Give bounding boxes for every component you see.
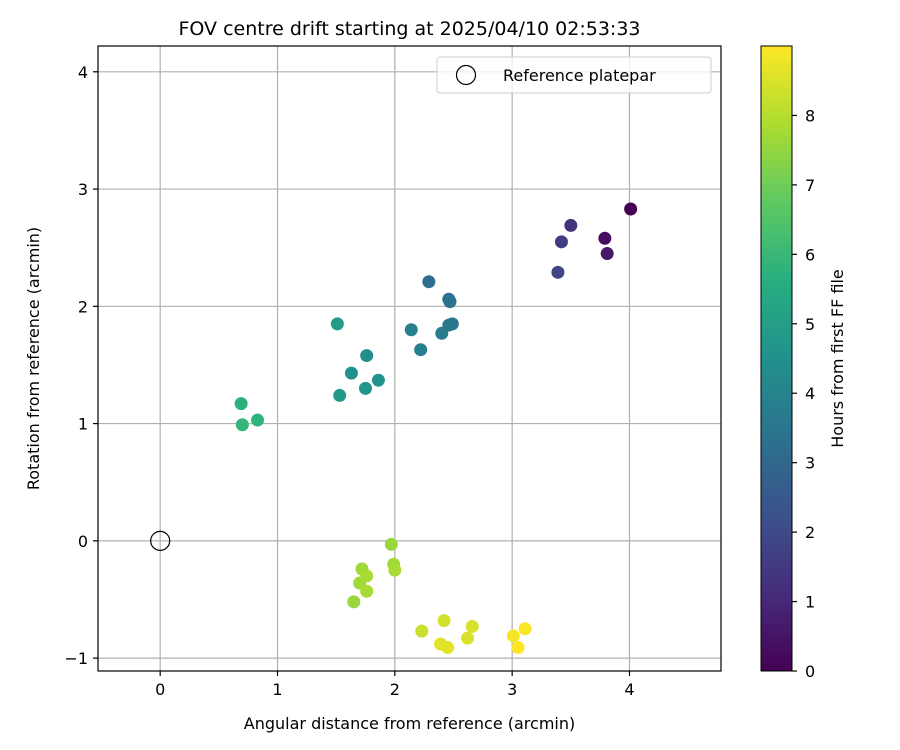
data-point <box>360 349 374 363</box>
data-points <box>150 202 638 655</box>
data-point <box>506 629 520 643</box>
data-point <box>404 323 418 337</box>
data-point <box>551 265 565 279</box>
y-tick-label: −1 <box>64 649 88 668</box>
y-tick-label: 4 <box>78 63 88 82</box>
y-tick-label: 0 <box>78 532 88 551</box>
plot-frame <box>97 45 722 672</box>
colorbar-tick-label: 5 <box>805 315 815 334</box>
data-point <box>624 202 638 216</box>
data-point <box>384 537 398 551</box>
data-point <box>511 641 525 655</box>
x-tick-label: 2 <box>390 680 400 699</box>
data-point <box>441 641 455 655</box>
x-tick-label: 0 <box>155 680 165 699</box>
colorbar-tick-label: 8 <box>805 106 815 125</box>
data-point <box>330 317 344 331</box>
data-point <box>388 563 402 577</box>
data-point <box>415 624 429 638</box>
y-tick-label: 2 <box>78 297 88 316</box>
y-axis-ticks: −1 0 1 2 3 4 <box>64 63 98 668</box>
legend: Reference platepar <box>436 56 712 94</box>
y-axis-label: Rotation from reference (arcmin) <box>24 227 43 490</box>
data-point <box>518 622 532 636</box>
data-point <box>598 231 612 245</box>
x-tick-label: 3 <box>507 680 517 699</box>
data-point <box>564 218 578 232</box>
data-point <box>251 413 265 427</box>
data-point <box>435 326 449 340</box>
data-point <box>359 381 373 395</box>
reference-platepar-point <box>150 530 171 551</box>
data-point <box>371 373 385 387</box>
x-axis-ticks: 0 1 2 3 4 <box>155 671 635 699</box>
data-point <box>414 343 428 357</box>
data-point <box>235 418 249 432</box>
data-point <box>360 584 374 598</box>
data-point <box>554 235 568 249</box>
colorbar-tick-label: 7 <box>805 176 815 195</box>
colorbar-gradient <box>760 45 793 672</box>
x-tick-label: 1 <box>272 680 282 699</box>
legend-entry-reference: Reference platepar <box>503 66 656 85</box>
colorbar-tick-label: 1 <box>805 593 815 612</box>
legend-marker-icon <box>455 64 477 86</box>
data-point <box>344 366 358 380</box>
colorbar-ticks: 0 1 2 3 4 5 6 7 8 <box>792 106 815 681</box>
data-point <box>234 397 248 411</box>
y-tick-label: 1 <box>78 415 88 434</box>
data-point <box>422 275 436 289</box>
colorbar-tick-label: 3 <box>805 454 815 473</box>
data-point <box>461 631 475 645</box>
colorbar-tick-label: 2 <box>805 523 815 542</box>
colorbar: 0 1 2 3 4 5 6 7 8 Hours from first FF file <box>760 45 847 681</box>
data-point <box>347 595 361 609</box>
data-point <box>437 614 451 628</box>
chart-title: FOV centre drift starting at 2025/04/10 … <box>178 18 640 40</box>
grid-lines <box>98 46 721 671</box>
colorbar-label: Hours from first FF file <box>828 269 847 448</box>
y-tick-label: 3 <box>78 180 88 199</box>
data-point <box>600 247 614 261</box>
colorbar-tick-label: 0 <box>805 662 815 681</box>
data-point <box>333 388 347 402</box>
legend-box <box>436 56 712 94</box>
colorbar-tick-label: 6 <box>805 245 815 264</box>
colorbar-tick-label: 4 <box>805 384 815 403</box>
data-point <box>465 619 479 633</box>
x-axis-label: Angular distance from reference (arcmin) <box>244 714 575 733</box>
x-tick-label: 4 <box>624 680 634 699</box>
data-point <box>443 295 457 309</box>
